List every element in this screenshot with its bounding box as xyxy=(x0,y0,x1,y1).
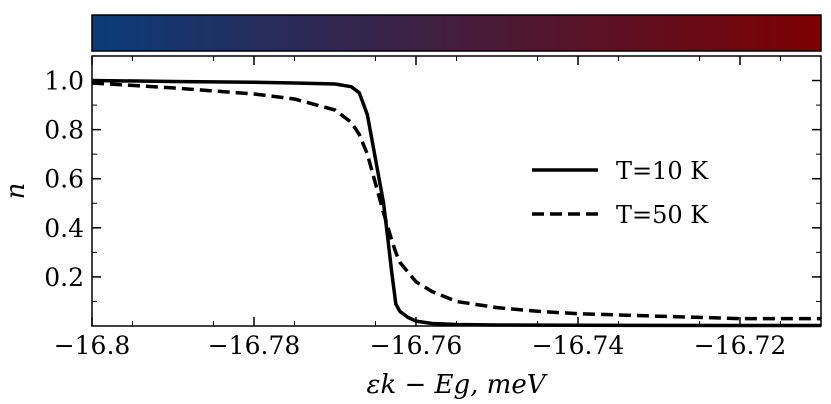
x-tick-label: −16.78 xyxy=(208,331,301,360)
plot-frame xyxy=(91,55,822,327)
colorbar xyxy=(91,14,822,52)
series-line-1 xyxy=(91,78,821,328)
x-axis-label: εk − Eg, meV xyxy=(367,370,548,400)
x-tick-label: −16.72 xyxy=(694,331,787,360)
x-tick-label: −16.74 xyxy=(532,331,625,360)
y-tick-label: 1.0 xyxy=(44,67,84,96)
axis-ticks xyxy=(91,55,821,326)
legend-label-series-2: T=50 K xyxy=(616,201,709,229)
y-tick-label: 0.6 xyxy=(44,165,84,194)
tick-labels: −16.8 −16.78 −16.76 −16.74 −16.72 0.2 0.4 0.6 0.… xyxy=(44,67,786,360)
y-axis-label: n xyxy=(1,183,31,200)
x-tick-label: −16.8 xyxy=(54,331,131,360)
x-tick-label: −16.76 xyxy=(370,331,463,360)
series-lines xyxy=(91,78,821,328)
y-tick-label: 0.4 xyxy=(44,214,84,243)
legend-label-series-1: T=10 K xyxy=(616,157,709,185)
y-tick-label: 0.2 xyxy=(44,263,84,292)
series-line-2 xyxy=(91,81,821,321)
y-tick-label: 0.8 xyxy=(44,116,84,145)
legend: T=10 K T=50 K xyxy=(532,157,709,229)
